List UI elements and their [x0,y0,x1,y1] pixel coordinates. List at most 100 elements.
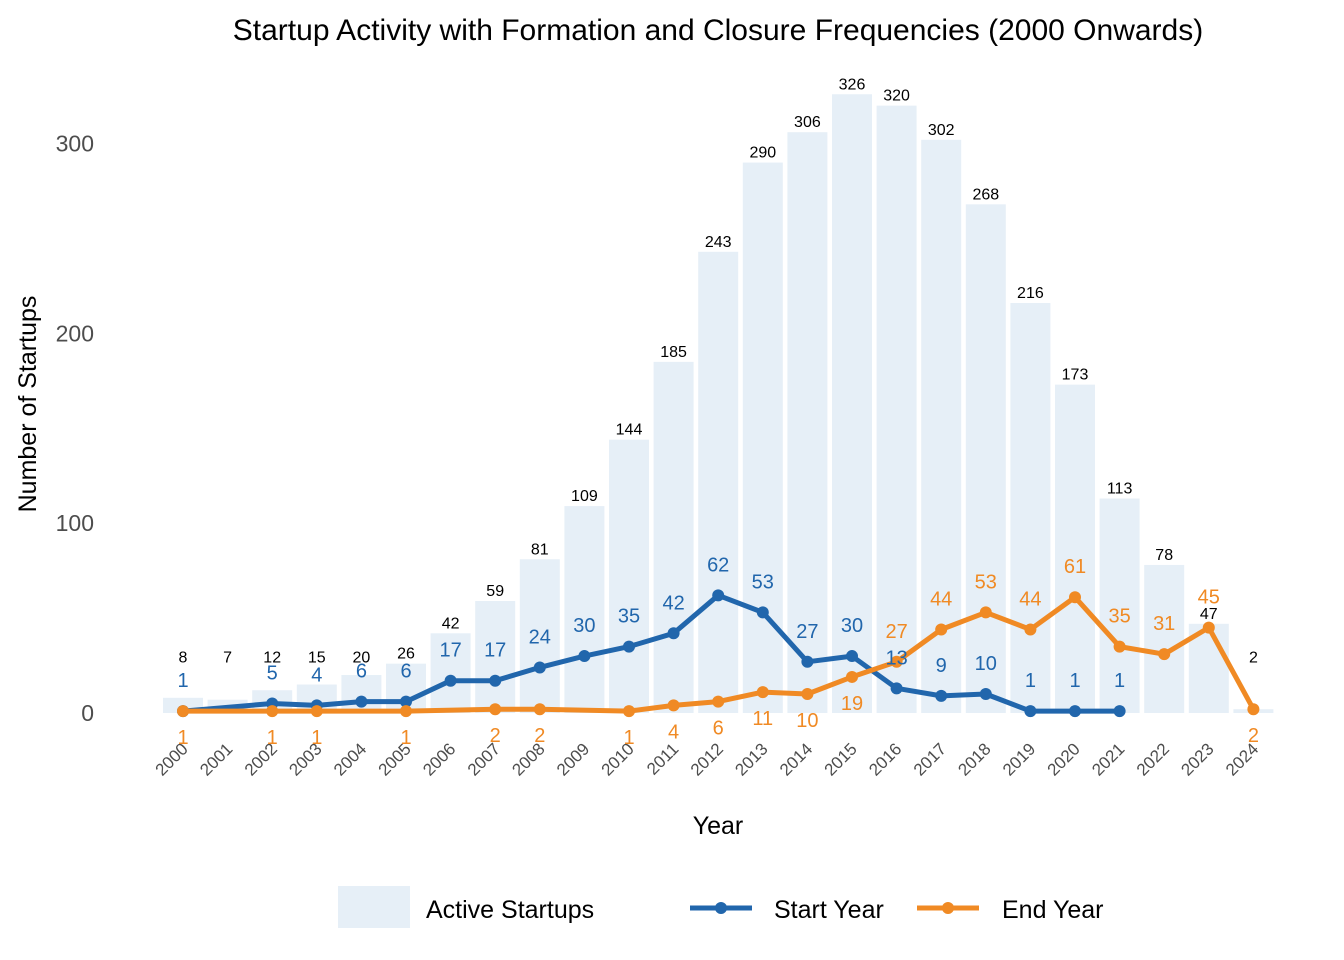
bar-value-label: 243 [705,234,732,251]
bar-value-label: 144 [616,422,643,439]
bar [1099,498,1140,713]
bar [519,559,560,713]
start-year-value-label: 6 [400,661,411,683]
end-year-point [890,655,903,668]
start-year-point [801,655,814,668]
start-year-value-label: 17 [484,640,506,662]
start-year-value-label: 5 [267,663,278,685]
end-year-value-label: 35 [1108,606,1130,628]
end-year-point [756,686,769,699]
end-year-value-label: 4 [668,721,679,743]
end-year-value-label: 1 [267,727,278,749]
x-tick-label: 2004 [330,739,370,779]
bar-value-label: 47 [1200,606,1218,623]
start-year-value-label: 13 [885,647,907,669]
start-year-point [1069,705,1081,718]
x-tick-label: 2013 [731,739,771,779]
bar [965,204,1006,713]
bar-value-label: 59 [486,583,504,600]
start-year-point [623,640,635,653]
chart-title: Startup Activity with Formation and Clos… [233,14,1203,47]
x-tick-label: 2009 [553,739,593,779]
bar [430,633,471,713]
x-tick-label: 2015 [821,739,861,779]
x-tick-label: 2014 [776,739,816,779]
labels-layer: 8 7 12 15 20 26425981109144185243290306326320… [177,76,1259,749]
end-year-point [1202,621,1215,634]
start-year-value-label: 35 [618,606,640,628]
start-year-value-label: 24 [529,626,551,648]
x-tick-label: 2011 [643,739,682,778]
bar-value-label: 15 [308,649,326,666]
start-year-point [1113,705,1126,718]
x-tick-label: 2020 [1044,739,1084,779]
start-year-point [578,650,591,663]
bar-value-label: 2 [1249,649,1258,666]
bar-value-label: 173 [1062,367,1089,384]
bar-value-label: 290 [749,145,776,162]
end-year-point [1069,591,1081,604]
bar-value-label: 306 [794,114,821,131]
y-axis: 0 100 200 300 [56,131,94,726]
end-year-value-label: 27 [885,621,907,643]
start-year-point [444,674,457,687]
start-year-point [935,689,948,702]
bar-value-label: 8 [179,649,188,666]
x-tick-label: 2012 [687,739,727,779]
start-year-value-label: 17 [439,640,461,662]
x-axis-title: Year [693,812,744,840]
start-year-value-label: 4 [311,664,322,686]
end-year-point [1024,623,1037,636]
bars-layer [163,94,1274,713]
bar [609,439,649,713]
lines-layer [177,589,1260,718]
end-year-value-label: 45 [1198,587,1220,609]
end-year-value-label: 1 [177,727,188,749]
bar-value-label: 7 [223,649,232,666]
start-year-value-label: 30 [573,615,595,637]
end-year-value-label: 19 [841,693,863,715]
bar-value-label: 113 [1107,481,1133,498]
end-year-point [533,703,546,716]
start-year-point [533,661,546,674]
y-axis-title: Number of Startups [14,296,42,513]
bar-value-label: 12 [263,649,281,666]
legend: Active Startups Start Year End Year [338,886,1104,928]
start-year-point [400,695,412,708]
start-year-value-label: 42 [662,592,684,614]
legend-label-end: End Year [1002,896,1104,924]
start-year-value-label: 9 [936,655,947,677]
bar-value-label: 109 [571,488,598,505]
bar [832,94,872,713]
end-year-value-label: 1 [400,727,411,749]
end-year-point [400,705,412,718]
start-year-value-label: 10 [975,653,997,675]
start-year-point [355,695,368,708]
bar-value-label: 78 [1155,547,1173,564]
end-year-point [1158,648,1171,661]
legend-label-active: Active Startups [426,896,594,924]
y-tick-label: 100 [56,510,94,536]
bar-value-label: 320 [883,88,910,105]
bar [1144,564,1185,713]
x-tick-label: 2019 [999,739,1039,779]
bar [1010,303,1051,713]
end-year-value-label: 2 [534,725,545,747]
bar [742,162,783,713]
end-year-point [1113,640,1126,653]
end-year-point [935,623,948,636]
start-year-point [890,682,903,695]
end-year-value-label: 44 [930,588,952,610]
end-year-value-label: 1 [623,727,634,749]
end-year-point [979,606,992,619]
end-year-point [667,699,680,712]
start-year-value-label: 62 [707,554,729,576]
start-year-value-label: 53 [752,571,774,593]
end-year-value-label: 61 [1064,556,1086,578]
end-year-value-label: 10 [796,710,818,732]
start-year-value-label: 1 [1114,670,1125,692]
bar-value-label: 42 [442,615,460,632]
y-tick-label: 300 [56,131,94,157]
end-year-point [712,695,725,708]
